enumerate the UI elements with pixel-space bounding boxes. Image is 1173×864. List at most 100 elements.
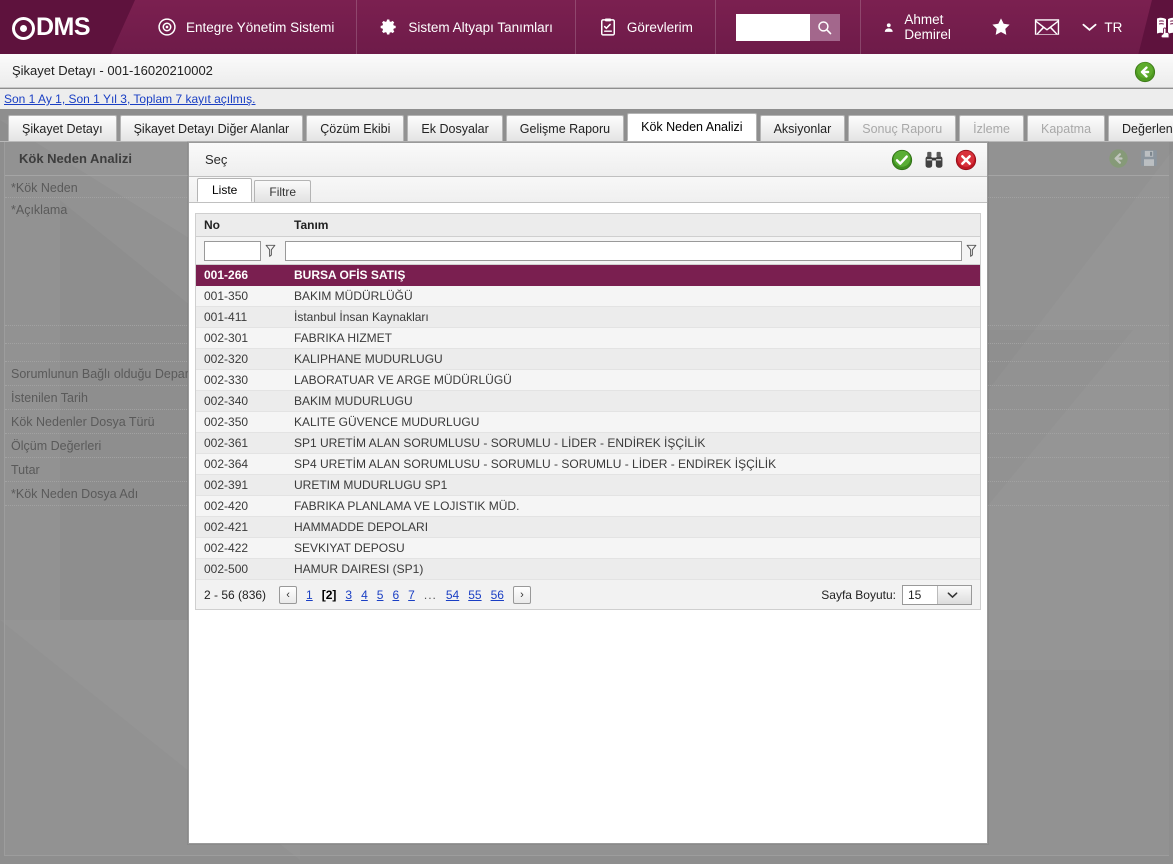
gear-icon — [380, 19, 396, 35]
tab-degerlendirme[interactable]: Değerlendirme — [1108, 115, 1173, 141]
sec-selection-modal: Seç — [188, 142, 988, 844]
user-menu[interactable]: Ahmet Demirel — [861, 0, 977, 54]
table-row[interactable]: 002-420 FABRIKA PLANLAMA VE LOJISTIK MÜD… — [196, 496, 980, 517]
user-name: Ahmet Demirel — [904, 12, 951, 42]
tab-cozum-ekibi[interactable]: Çözüm Ekibi — [306, 115, 405, 141]
cell-tanim: FABRIKA HIZMET — [294, 331, 393, 345]
chevron-down-icon[interactable] — [937, 585, 971, 604]
search-input[interactable] — [735, 13, 810, 41]
nav-label: Görevlerim — [626, 19, 693, 35]
nav-sistem-altyapi-tanimlari[interactable]: Sistem Altyapı Tanımları — [357, 0, 576, 54]
binoculars-search-icon[interactable] — [923, 149, 945, 171]
table-row[interactable]: 002-340 BAKIM MUDURLUGU — [196, 391, 980, 412]
search-button[interactable] — [809, 13, 840, 41]
table-row[interactable]: 002-422 SEVKIYAT DEPOSU — [196, 538, 980, 559]
cell-no: 002-330 — [204, 373, 249, 387]
language-selector[interactable]: TR — [1082, 20, 1122, 35]
close-x-icon[interactable] — [955, 149, 977, 171]
envelope-icon[interactable] — [1034, 17, 1060, 37]
table-row[interactable]: 002-330 LABORATUAR VE ARGE MÜDÜRLÜGÜ — [196, 370, 980, 391]
page-back-button[interactable] — [1134, 61, 1156, 86]
pagination-next-button[interactable]: › — [512, 585, 531, 604]
page-link-5[interactable]: 5 — [376, 587, 384, 602]
table-row[interactable]: 001-266 BURSA OFİS SATIŞ — [196, 265, 980, 286]
cell-tanim: BURSA OFİS SATIŞ — [294, 268, 406, 282]
record-info-line: Son 1 Ay 1, Son 1 Yıl 3, Toplam 7 kayıt … — [0, 89, 1173, 109]
module-tab-strip: Şikayet Detayı Şikayet Detayı Diğer Alan… — [0, 110, 1173, 142]
topbar-end-zone — [1138, 0, 1173, 54]
global-search — [716, 0, 861, 54]
table-row[interactable]: 001-411 İstanbul İnsan Kaynakları — [196, 307, 980, 328]
page-link-6[interactable]: 6 — [392, 587, 400, 602]
cell-tanim: SP4 URETİM ALAN SORUMLUSU - SORUMLU - SO… — [294, 457, 777, 471]
tab-aksiyonlar[interactable]: Aksiyonlar — [759, 115, 846, 141]
form-label: İstenilen Tarih — [11, 391, 88, 405]
form-label: Ölçüm Değerleri — [11, 439, 102, 453]
page-link-4[interactable]: 4 — [361, 587, 368, 602]
page-link-7[interactable]: 7 — [408, 587, 415, 602]
filter-input-no[interactable] — [204, 240, 261, 261]
table-row[interactable]: 002-301 FABRIKA HIZMET — [196, 328, 980, 349]
green-back-arrow-icon-disabled — [1108, 148, 1129, 172]
page-title: Şikayet Detayı - 001-16020210002 — [12, 63, 213, 78]
column-header-no[interactable]: No — [204, 218, 220, 232]
cell-tanim: LABORATUAR VE ARGE MÜDÜRLÜGÜ — [294, 373, 512, 387]
cell-tanim: KALIPHANE MUDURLUGU — [294, 352, 443, 366]
table-row[interactable]: 002-361 SP1 URETİM ALAN SORUMLUSU - SORU… — [196, 433, 980, 454]
modal-tab-filtre[interactable]: Filtre — [254, 180, 312, 202]
table-row[interactable]: 002-364 SP4 URETİM ALAN SORUMLUSU - SORU… — [196, 454, 980, 475]
filter-input-tanim[interactable] — [285, 240, 962, 261]
table-row[interactable]: 002-320 KALIPHANE MUDURLUGU — [196, 349, 980, 370]
tab-gelisme-raporu[interactable]: Gelişme Raporu — [505, 115, 625, 141]
table-row[interactable]: 002-350 KALITE GÜVENCE MUDURLUGU — [196, 412, 980, 433]
column-header-tanim[interactable]: Tanım — [294, 218, 329, 232]
tab-sikayet-detayi-diger-alanlar[interactable]: Şikayet Detayı Diğer Alanlar — [119, 115, 304, 141]
book-hand-icon[interactable] — [1154, 14, 1173, 40]
table-row[interactable]: 002-391 URETIM MUDURLUGU SP1 — [196, 475, 980, 496]
page-size-select[interactable]: 15 — [902, 584, 972, 605]
modal-tab-liste[interactable]: Liste — [197, 178, 253, 202]
cell-tanim: FABRIKA PLANLAMA VE LOJISTIK MÜD. — [294, 499, 520, 513]
language-label: TR — [1104, 19, 1123, 35]
table-row[interactable]: 002-500 HAMUR DAIRESI (SP1) — [196, 559, 980, 580]
nav-gorevlerim[interactable]: Görevlerim — [576, 0, 716, 54]
green-back-arrow-icon — [1134, 61, 1156, 83]
table-row[interactable]: 002-421 HAMMADDE DEPOLARI — [196, 517, 980, 538]
page-link-1[interactable]: 1 — [306, 587, 313, 602]
cell-tanim: SP1 URETİM ALAN SORUMLUSU - SORUMLU - Lİ… — [294, 436, 706, 450]
cell-tanim: URETIM MUDURLUGU SP1 — [294, 478, 448, 492]
tab-sikayet-detayi[interactable]: Şikayet Detayı — [8, 115, 117, 141]
pagination-prev-button[interactable]: ‹ — [279, 585, 298, 604]
cell-tanim: KALITE GÜVENCE MUDURLUGU — [294, 415, 480, 429]
cell-tanim: HAMMADDE DEPOLARI — [294, 520, 429, 534]
page-link-3[interactable]: 3 — [345, 587, 353, 602]
funnel-filter-icon[interactable] — [264, 244, 277, 258]
tab-ek-dosyalar[interactable]: Ek Dosyalar — [407, 115, 503, 141]
cell-no: 001-411 — [204, 310, 248, 324]
funnel-filter-icon[interactable] — [965, 244, 978, 258]
page-current: [2] — [321, 587, 337, 602]
form-label: Tutar — [11, 463, 40, 477]
confirm-check-icon[interactable] — [891, 149, 913, 171]
form-label: *Kök Neden — [11, 181, 78, 195]
cell-tanim: BAKIM MUDURLUGU — [294, 394, 413, 408]
page-title-bar: Şikayet Detayı - 001-16020210002 — [0, 54, 1173, 88]
qdms-logo[interactable]: DMS — [0, 0, 135, 54]
page-link-56[interactable]: 56 — [490, 587, 504, 602]
record-info-link[interactable]: Son 1 Ay 1, Son 1 Yıl 3, Toplam 7 kayıt … — [4, 92, 256, 106]
nav-entegre-yonetim-sistemi[interactable]: Entegre Yönetim Sistemi — [135, 0, 358, 54]
cell-no: 001-350 — [204, 289, 249, 303]
cell-tanim: SEVKIYAT DEPOSU — [294, 541, 405, 555]
filter-cell-tanim — [279, 240, 978, 261]
cell-no: 002-340 — [204, 394, 249, 408]
cell-no: 002-320 — [204, 352, 249, 366]
page-link-55[interactable]: 55 — [468, 587, 482, 602]
form-label: Sorumlunun Bağlı olduğu Departman — [11, 367, 217, 381]
star-icon[interactable] — [990, 16, 1012, 38]
table-row[interactable]: 001-350 BAKIM MÜDÜRLÜĞÜ — [196, 286, 980, 307]
tab-kok-neden-analizi[interactable]: Kök Neden Analizi — [627, 113, 757, 141]
modal-tab-strip: Liste Filtre — [189, 177, 987, 203]
page-size-label: Sayfa Boyutu: — [821, 587, 896, 602]
cell-no: 002-364 — [204, 457, 249, 471]
page-link-54[interactable]: 54 — [445, 587, 460, 602]
